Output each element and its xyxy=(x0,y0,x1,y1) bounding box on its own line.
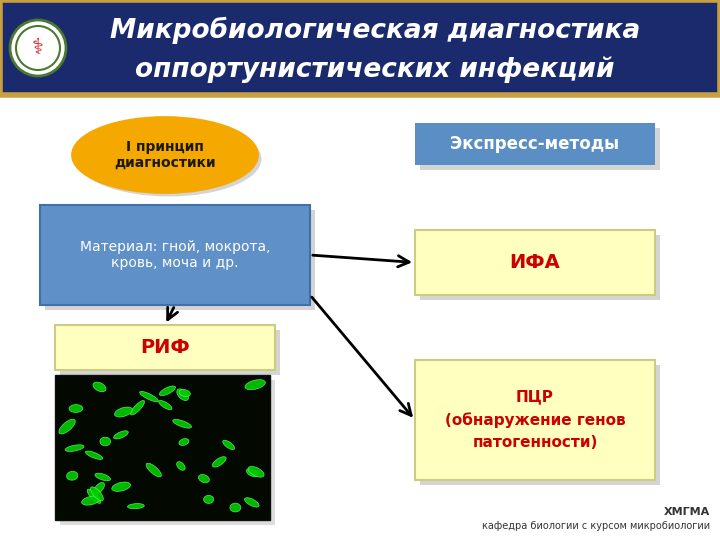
Ellipse shape xyxy=(248,467,264,477)
Ellipse shape xyxy=(146,463,161,477)
Ellipse shape xyxy=(159,386,176,396)
Ellipse shape xyxy=(176,462,185,470)
Ellipse shape xyxy=(158,401,172,410)
Ellipse shape xyxy=(91,487,104,501)
Ellipse shape xyxy=(204,495,214,503)
FancyBboxPatch shape xyxy=(55,375,270,520)
Text: оппортунистических инфекций: оппортунистических инфекций xyxy=(135,57,615,83)
FancyBboxPatch shape xyxy=(420,128,660,170)
Ellipse shape xyxy=(179,438,189,445)
Text: ПЦР
(обнаружение генов
патогенности): ПЦР (обнаружение генов патогенности) xyxy=(445,390,625,450)
Text: I принцип
диагностики: I принцип диагностики xyxy=(114,140,216,170)
Ellipse shape xyxy=(73,118,258,192)
Ellipse shape xyxy=(222,440,235,450)
Ellipse shape xyxy=(69,404,83,413)
Ellipse shape xyxy=(59,419,76,434)
FancyBboxPatch shape xyxy=(40,205,310,305)
FancyBboxPatch shape xyxy=(60,380,275,525)
Ellipse shape xyxy=(112,482,130,491)
Ellipse shape xyxy=(86,451,103,460)
Text: кафедра биологии с курсом микробиологии: кафедра биологии с курсом микробиологии xyxy=(482,521,710,531)
Ellipse shape xyxy=(230,503,240,512)
Ellipse shape xyxy=(100,437,111,446)
Ellipse shape xyxy=(245,498,259,507)
Ellipse shape xyxy=(179,389,190,396)
FancyBboxPatch shape xyxy=(45,210,315,310)
Ellipse shape xyxy=(177,389,189,401)
Ellipse shape xyxy=(246,469,258,477)
Ellipse shape xyxy=(127,504,144,509)
Ellipse shape xyxy=(65,445,84,451)
Ellipse shape xyxy=(67,471,78,480)
FancyBboxPatch shape xyxy=(415,123,655,165)
Ellipse shape xyxy=(87,489,101,503)
Ellipse shape xyxy=(130,401,145,415)
Ellipse shape xyxy=(114,407,132,417)
Circle shape xyxy=(10,20,66,76)
Ellipse shape xyxy=(173,420,192,428)
Ellipse shape xyxy=(199,475,210,483)
Text: РИФ: РИФ xyxy=(140,338,190,357)
Text: Экспресс-методы: Экспресс-методы xyxy=(451,135,620,153)
FancyBboxPatch shape xyxy=(415,230,655,295)
FancyBboxPatch shape xyxy=(0,0,720,95)
Text: ⚕: ⚕ xyxy=(32,38,44,58)
Text: ХМГМА: ХМГМА xyxy=(664,507,710,517)
FancyBboxPatch shape xyxy=(55,325,275,370)
Ellipse shape xyxy=(95,473,111,481)
Text: ИФА: ИФА xyxy=(510,253,560,272)
FancyBboxPatch shape xyxy=(415,360,655,480)
FancyBboxPatch shape xyxy=(60,330,280,375)
Ellipse shape xyxy=(94,482,104,494)
Ellipse shape xyxy=(114,431,128,439)
Ellipse shape xyxy=(212,457,226,467)
FancyBboxPatch shape xyxy=(420,365,660,485)
Ellipse shape xyxy=(245,380,266,390)
Ellipse shape xyxy=(81,496,100,505)
FancyBboxPatch shape xyxy=(420,235,660,300)
Ellipse shape xyxy=(76,122,261,197)
Text: Материал: гной, мокрота,
кровь, моча и др.: Материал: гной, мокрота, кровь, моча и д… xyxy=(80,240,270,270)
Ellipse shape xyxy=(93,382,106,392)
Ellipse shape xyxy=(140,392,158,402)
Text: Микробиологическая диагностика: Микробиологическая диагностика xyxy=(110,16,640,44)
